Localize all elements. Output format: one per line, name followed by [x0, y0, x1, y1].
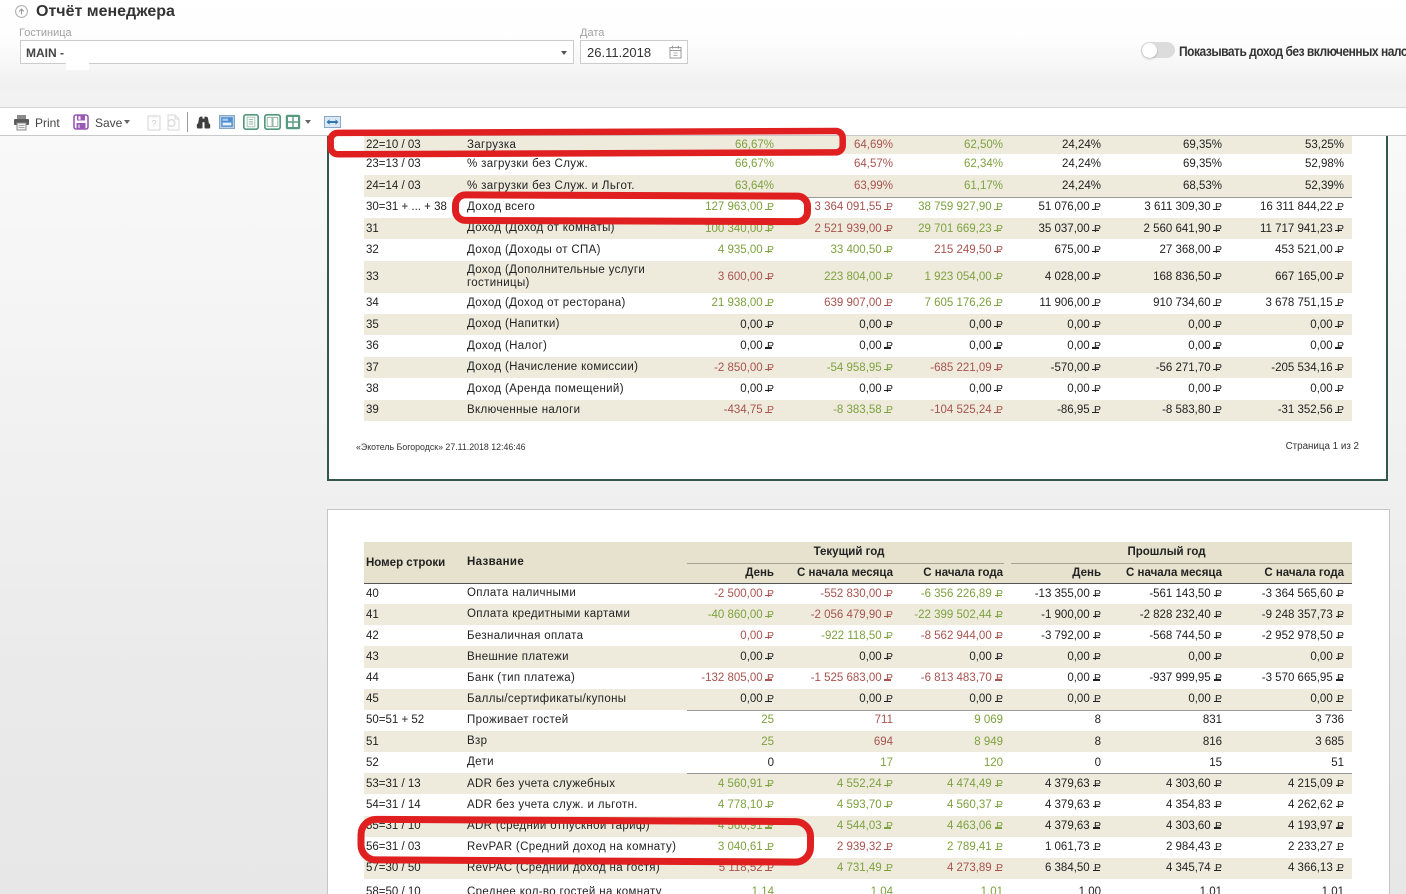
svg-text:?: ? [151, 119, 156, 129]
